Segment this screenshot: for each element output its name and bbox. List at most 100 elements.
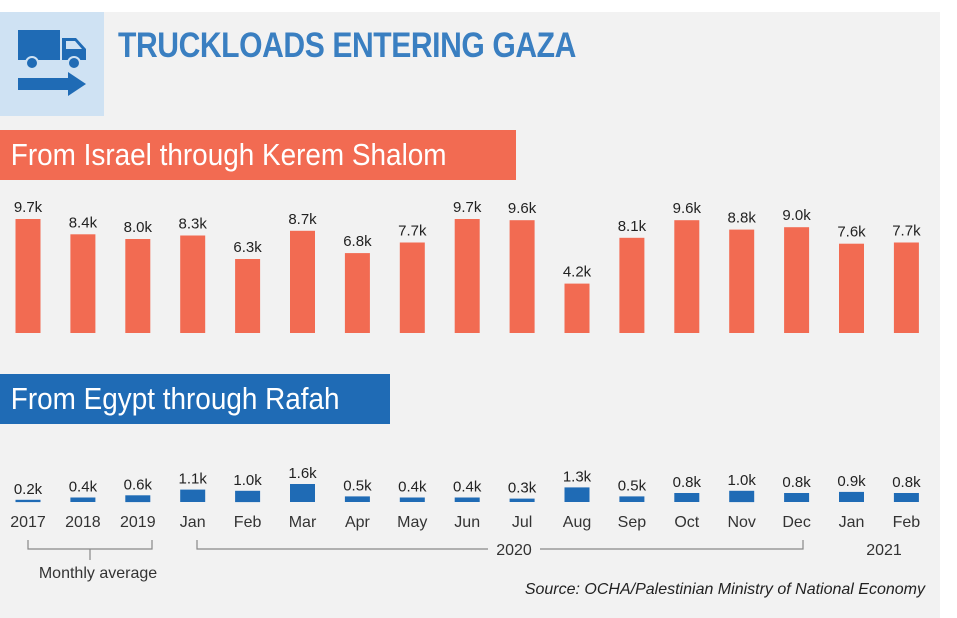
x-tick-label-1: 2018: [65, 514, 101, 531]
israel-bar-16: [893, 242, 919, 333]
egypt-bar-10: [564, 487, 590, 502]
israel-value-label-12: 9.6k: [673, 200, 702, 217]
egypt-bar-5: [290, 484, 315, 502]
israel-bar-9: [509, 220, 535, 333]
x-tick-label-7: May: [397, 514, 427, 531]
israel-bar-1: [70, 234, 96, 333]
egypt-value-label-3: 1.1k: [179, 471, 208, 488]
x-tick-label-10: Aug: [563, 514, 591, 531]
egypt-bar-4: [235, 490, 261, 503]
truck-icon-box: [0, 12, 104, 116]
arrow-right-icon: [18, 72, 86, 96]
egypt-value-label-1: 0.4k: [69, 479, 98, 496]
israel-bar-6: [344, 253, 370, 333]
egypt-section-title: From Egypt through Rafah: [10, 381, 340, 416]
year-2021-label: 2021: [866, 542, 902, 559]
egypt-value-label-9: 0.3k: [508, 480, 537, 497]
monthly-average-label: Monthly average: [39, 565, 157, 582]
x-tick-label-13: Nov: [727, 514, 755, 531]
egypt-value-label-7: 0.4k: [398, 479, 427, 496]
egypt-section-banner: From Egypt through Rafah: [0, 374, 390, 424]
israel-value-label-1: 8.4k: [69, 214, 98, 231]
x-tick-label-6: Apr: [345, 514, 371, 531]
egypt-value-label-11: 0.5k: [618, 477, 647, 494]
egypt-value-label-14: 0.8k: [782, 474, 811, 491]
year-2020-bracket: [196, 540, 804, 550]
egypt-bar-14: [784, 493, 810, 502]
egypt-value-label-5: 1.6k: [288, 465, 317, 482]
israel-bar-0: [15, 219, 41, 333]
egypt-value-label-12: 0.8k: [673, 474, 702, 491]
israel-value-label-6: 6.8k: [343, 233, 372, 250]
israel-bar-11: [619, 237, 645, 333]
israel-bar-series: [15, 219, 919, 333]
egypt-bar-3: [180, 489, 206, 502]
israel-value-label-5: 8.7k: [288, 211, 317, 228]
egypt-bar-12: [674, 493, 700, 502]
israel-bar-12: [674, 220, 700, 333]
egypt-data-labels: 0.2k 0.4k 0.6k 1.1k 1.0k 1.6k 0.5k 0.4k 0.4k 0.3k…: [14, 465, 921, 498]
israel-value-label-9: 9.6k: [508, 200, 537, 217]
egypt-value-label-4: 1.0k: [233, 472, 262, 489]
israel-bar-5: [290, 230, 315, 333]
monthly-average-bracket: [27, 540, 153, 560]
egypt-value-label-8: 0.4k: [453, 479, 482, 496]
israel-bar-8: [454, 219, 480, 333]
x-tick-label-9: Jul: [512, 514, 532, 531]
egypt-bar-11: [619, 496, 645, 502]
egypt-value-label-10: 1.3k: [563, 468, 592, 485]
israel-value-label-7: 7.7k: [398, 223, 427, 240]
israel-bar-3: [180, 235, 206, 333]
israel-bar-14: [784, 227, 810, 333]
egypt-value-label-15: 0.9k: [837, 473, 866, 490]
israel-value-label-3: 8.3k: [179, 216, 208, 233]
egypt-bar-15: [839, 491, 864, 502]
egypt-value-label-16: 0.8k: [892, 474, 921, 491]
egypt-value-label-13: 1.0k: [728, 472, 757, 489]
source-note: Source: OCHA/Palestinian Ministry of Nat…: [524, 581, 925, 598]
israel-value-label-10: 4.2k: [563, 264, 592, 281]
x-tick-label-11: Sep: [618, 514, 647, 531]
egypt-bar-2: [125, 495, 151, 503]
egypt-bar-13: [729, 490, 755, 503]
israel-value-label-14: 9.0k: [782, 207, 811, 224]
israel-value-label-15: 7.6k: [837, 224, 866, 241]
israel-data-labels: 9.7k 8.4k 8.0k 8.3k 6.3k 8.7k 6.8k 7.7k 9.7k 9.6k…: [14, 199, 921, 281]
egypt-value-label-0: 0.2k: [14, 481, 43, 498]
israel-value-label-11: 8.1k: [618, 218, 647, 235]
egypt-value-label-2: 0.6k: [124, 476, 153, 493]
egypt-bar-9: [509, 498, 535, 502]
egypt-bar-16: [893, 493, 919, 502]
egypt-bar-6: [344, 496, 370, 502]
israel-bar-7: [399, 242, 425, 333]
x-tick-label-5: Mar: [289, 514, 317, 531]
egypt-value-label-6: 0.5k: [343, 477, 372, 494]
x-tick-label-15: Jan: [839, 514, 865, 531]
x-tick-label-3: Jan: [180, 514, 206, 531]
israel-bar-13: [729, 229, 755, 333]
israel-section-title: From Israel through Kerem Shalom: [10, 137, 447, 172]
x-tick-label-4: Feb: [234, 514, 262, 531]
x-tick-label-0: 2017: [10, 514, 46, 531]
israel-bar-10: [564, 283, 590, 333]
egypt-bar-7: [399, 497, 425, 502]
egypt-bar-8: [454, 497, 480, 502]
x-tick-label-14: Dec: [782, 514, 810, 531]
x-tick-label-2: 2019: [120, 514, 156, 531]
x-tick-label-8: Jun: [454, 514, 480, 531]
israel-value-label-4: 6.3k: [233, 239, 262, 256]
israel-value-label-0: 9.7k: [14, 199, 43, 216]
egypt-bar-1: [70, 497, 96, 502]
page-title: TRUCKLOADS ENTERING GAZA: [118, 26, 576, 65]
egypt-bar-0: [15, 499, 41, 503]
x-axis-tick-labels: 2017 2018 2019 Jan Feb Mar Apr May Jun Jul Aug Sep O…: [10, 514, 920, 531]
israel-bar-4: [235, 259, 261, 333]
israel-value-label-8: 9.7k: [453, 199, 482, 216]
year-2020-label: 2020: [496, 542, 532, 559]
truck-icon: [18, 30, 86, 96]
israel-value-label-2: 8.0k: [124, 219, 153, 236]
x-tick-label-16: Feb: [893, 514, 921, 531]
israel-section-banner: From Israel through Kerem Shalom: [0, 130, 516, 180]
